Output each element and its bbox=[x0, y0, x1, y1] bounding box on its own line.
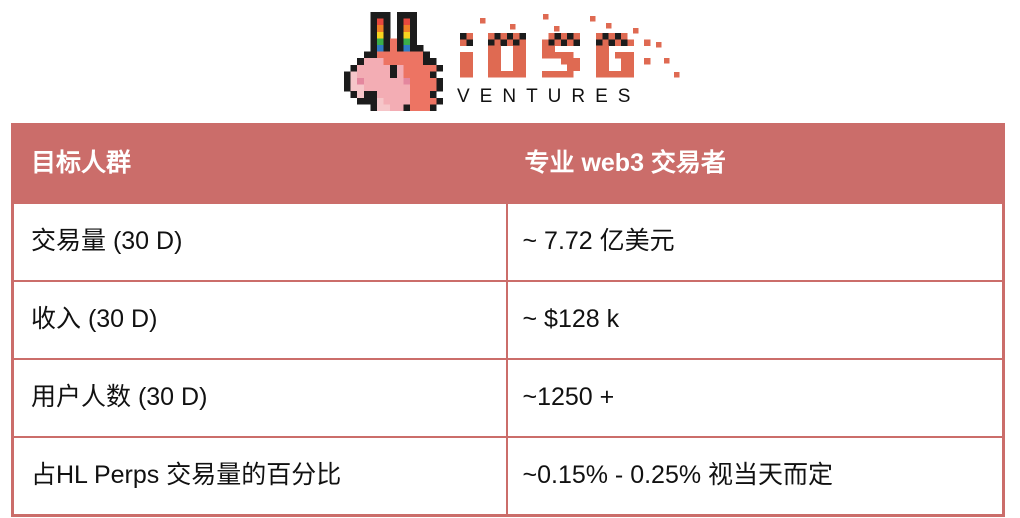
table-row-revenue: 收入 (30 D) ~ $128 k bbox=[11, 280, 1005, 360]
table-row-users: 用户人数 (30 D) ~1250 + bbox=[11, 358, 1005, 438]
table-cell-value: ~0.15% - 0.25% 视当天而定 bbox=[505, 436, 1005, 517]
table-row-volume: 交易量 (30 D) ~ 7.72 亿美元 bbox=[11, 202, 1005, 282]
stats-table: 目标人群 专业 web3 交易者 交易量 (30 D) ~ 7.72 亿美元 收… bbox=[11, 123, 1005, 517]
table-cell-label: 占HL Perps 交易量的百分比 bbox=[11, 436, 508, 517]
table-cell-value: ~ $128 k bbox=[505, 280, 1005, 360]
table-cell-label: 收入 (30 D) bbox=[11, 280, 508, 360]
table-cell-value: ~ 7.72 亿美元 bbox=[505, 202, 1005, 282]
table-cell-value: ~1250 + bbox=[505, 358, 1005, 438]
iosg-pixel-wordmark bbox=[460, 33, 651, 78]
decorative-pixels-icon bbox=[480, 14, 680, 78]
table-row-hl-share: 占HL Perps 交易量的百分比 ~0.15% - 0.25% 视当天而定 bbox=[11, 436, 1005, 517]
table-cell-label: 用户人数 (30 D) bbox=[11, 358, 508, 438]
table-header-row: 目标人群 专业 web3 交易者 bbox=[11, 123, 1005, 204]
llama-mascot-icon bbox=[344, 12, 444, 112]
iosg-logo bbox=[344, 12, 680, 112]
table-cell-label: 交易量 (30 D) bbox=[11, 202, 508, 282]
table-header-cell-segment: 专业 web3 交易者 bbox=[505, 123, 1005, 204]
table-header-cell-audience: 目标人群 bbox=[11, 123, 508, 204]
logo-subbrand-text: VENTURES bbox=[457, 86, 641, 107]
